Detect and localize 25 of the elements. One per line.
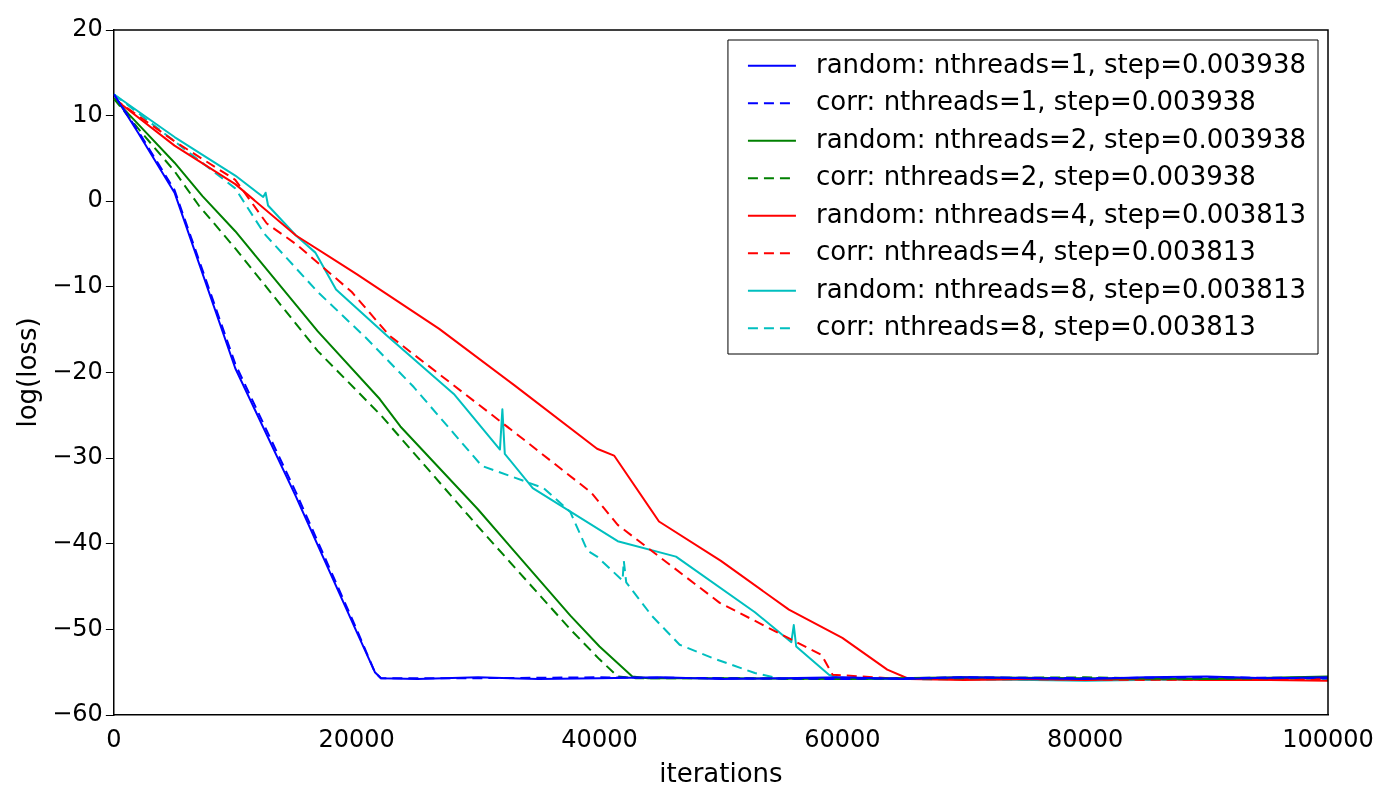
y-axis-title: log(loss) xyxy=(12,317,43,428)
legend-label: corr: nthreads=8, step=0.003813 xyxy=(815,311,1256,341)
legend-label: corr: nthreads=4, step=0.003813 xyxy=(815,236,1256,266)
legend-label: corr: nthreads=1, step=0.003938 xyxy=(815,86,1256,116)
x-tick-label: 0 xyxy=(106,724,122,753)
legend-label: random: nthreads=8, step=0.003813 xyxy=(815,273,1307,304)
legend-label: random: nthreads=1, step=0.003938 xyxy=(815,48,1307,79)
legend-label: corr: nthreads=2, step=0.003938 xyxy=(815,161,1256,191)
y-tick-label: −50 xyxy=(52,613,103,642)
y-tick-label: 20 xyxy=(72,14,103,43)
y-tick-label: −60 xyxy=(52,699,103,728)
y-tick-label: 0 xyxy=(87,185,103,214)
y-tick-label: 10 xyxy=(72,99,103,128)
legend-label: random: nthreads=2, step=0.003938 xyxy=(815,123,1307,154)
y-tick-label: −10 xyxy=(52,271,103,300)
x-axis-title: iterations xyxy=(659,758,783,789)
x-tick-label: 40000 xyxy=(561,724,638,753)
y-tick-label: −30 xyxy=(52,442,103,471)
x-tick-label: 80000 xyxy=(1046,724,1124,753)
x-tick-label: 60000 xyxy=(804,724,881,753)
x-tick-label: 100000 xyxy=(1282,724,1374,753)
x-tick-label: 20000 xyxy=(318,724,395,753)
y-tick-label: −40 xyxy=(52,527,103,556)
legend-label: random: nthreads=4, step=0.003813 xyxy=(815,198,1307,229)
y-tick-label: −20 xyxy=(52,356,103,385)
